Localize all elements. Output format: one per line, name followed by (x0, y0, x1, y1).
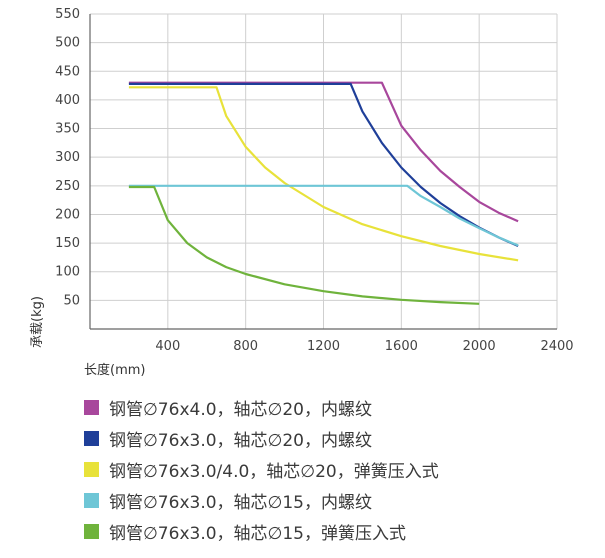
legend-item-2: 钢管∅76x3.0，轴芯∅20，内螺纹 (84, 423, 439, 454)
y-tick-label: 250 (55, 179, 80, 194)
series-line-5 (128, 185, 480, 305)
legend-label: 钢管∅76x3.0，轴芯∅20，内螺纹 (109, 431, 372, 451)
x-tick-label: 400 (155, 339, 180, 354)
load-chart: 50 100 150 200 250 300 350 400 450 500 550 400 800 1… (30, 7, 574, 378)
legend-swatch (84, 431, 99, 446)
legend-swatch (84, 462, 99, 477)
grid-lines (90, 13, 558, 329)
y-tick-label: 400 (55, 93, 80, 108)
legend-swatch (84, 400, 99, 415)
legend: 钢管∅76x4.0，轴芯∅20，内螺纹 钢管∅76x3.0，轴芯∅20，内螺纹 钢管… (84, 392, 439, 547)
legend-swatch (84, 493, 99, 508)
y-tick-label: 350 (55, 122, 80, 137)
legend-label: 钢管∅76x4.0，轴芯∅20，内螺纹 (109, 400, 372, 420)
y-tick-label: 100 (55, 265, 80, 280)
legend-label: 钢管∅76x3.0，轴芯∅15，弹簧压入式 (109, 524, 406, 544)
x-tick-labels: 400 800 1200 1600 2000 2400 (155, 339, 573, 354)
series-line-1 (128, 81, 519, 223)
y-tick-label: 200 (55, 207, 80, 222)
legend-item-1: 钢管∅76x4.0，轴芯∅20，内螺纹 (84, 392, 439, 423)
series-lines (128, 81, 519, 305)
legend-item-3: 钢管∅76x3.0/4.0，轴芯∅20，弹簧压入式 (84, 454, 439, 485)
y-tick-label: 450 (55, 64, 80, 79)
series-line-3 (128, 86, 519, 262)
x-tick-label: 1200 (307, 339, 340, 354)
x-tick-label: 2000 (463, 339, 496, 354)
legend-label: 钢管∅76x3.0/4.0，轴芯∅20，弹簧压入式 (109, 462, 439, 482)
y-axis-label: 承载(kg) (30, 296, 45, 348)
y-tick-label: 500 (55, 36, 80, 51)
x-tick-label: 800 (233, 339, 258, 354)
x-axis-label: 长度(mm) (84, 362, 145, 378)
y-tick-label: 550 (55, 7, 80, 22)
y-tick-labels: 50 100 150 200 250 300 350 400 450 500 550 (55, 7, 80, 308)
y-tick-label: 300 (55, 150, 80, 165)
legend-item-4: 钢管∅76x3.0，轴芯∅15，内螺纹 (84, 485, 439, 516)
x-tick-label: 2400 (540, 339, 573, 354)
series-line-4 (128, 184, 519, 247)
y-tick-label: 50 (63, 293, 80, 308)
axes (89, 14, 557, 330)
y-tick-label: 150 (55, 236, 80, 251)
legend-label: 钢管∅76x3.0，轴芯∅15，内螺纹 (109, 493, 372, 513)
legend-item-5: 钢管∅76x3.0，轴芯∅15，弹簧压入式 (84, 516, 439, 547)
x-tick-label: 1600 (385, 339, 418, 354)
legend-swatch (84, 524, 99, 539)
